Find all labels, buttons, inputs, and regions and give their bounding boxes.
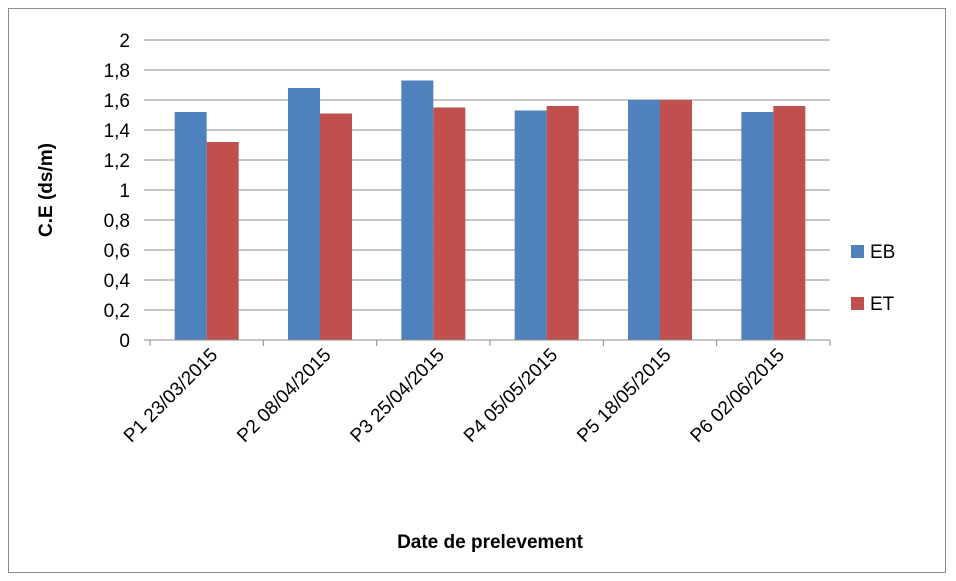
- y-tick-label: 1,4: [104, 121, 131, 142]
- gridlines: [150, 39, 830, 341]
- bar-et-3: [433, 107, 466, 340]
- bar-eb-3: [401, 80, 434, 340]
- bar-eb-2: [288, 88, 320, 340]
- y-tick-label: 1,8: [104, 61, 130, 82]
- legend-label-et: ET: [870, 294, 895, 315]
- legend-swatch-et: [851, 297, 864, 310]
- y-tick-label: 0,8: [104, 211, 130, 232]
- y-tick-label: 1: [119, 181, 130, 202]
- y-tick-label: 1,6: [104, 91, 130, 112]
- legend-swatch-eb: [851, 245, 864, 258]
- y-tick-label: 0,4: [104, 271, 131, 292]
- x-tick-label: P5 18/05/2015: [573, 345, 675, 447]
- x-tick-label: P3 25/04/2015: [347, 345, 449, 447]
- y-tick-label: 2: [119, 31, 130, 52]
- y-tick-label: 0,2: [104, 301, 130, 322]
- y-tick-label: 0,6: [104, 241, 130, 262]
- bar-et-2: [320, 113, 352, 340]
- y-tick-label: 0: [119, 331, 130, 352]
- x-axis-title: Date de prelevement: [397, 532, 584, 553]
- y-axis-title: C.E (ds/m): [36, 143, 57, 237]
- legend-label-eb: EB: [870, 242, 895, 263]
- bar-et-1: [206, 142, 239, 340]
- y-tick-label: 1,2: [104, 151, 130, 172]
- bars: [174, 80, 806, 340]
- bar-et-4: [546, 106, 579, 340]
- bar-eb-4: [514, 110, 547, 340]
- bar-eb-5: [628, 100, 660, 340]
- x-tick-label: P1 23/03/2015: [120, 345, 222, 447]
- x-tick-label: P6 02/06/2015: [687, 345, 789, 447]
- bar-et-5: [660, 100, 692, 340]
- bar-eb-1: [174, 112, 207, 340]
- bar-eb-6: [741, 112, 774, 340]
- legend: EB ET: [851, 242, 895, 315]
- x-tick-label: P4 05/05/2015: [460, 345, 562, 447]
- y-axis-ticks: 0 0,2 0,4 0,6 0,8 1 1,2 1,4 1,6 1,8 2: [104, 31, 150, 352]
- bar-et-6: [773, 106, 806, 340]
- x-tick-label: P2 08/04/2015: [233, 345, 335, 447]
- x-axis-ticks: P1 23/03/2015 P2 08/04/2015 P3 25/04/2015 P…: [120, 340, 831, 447]
